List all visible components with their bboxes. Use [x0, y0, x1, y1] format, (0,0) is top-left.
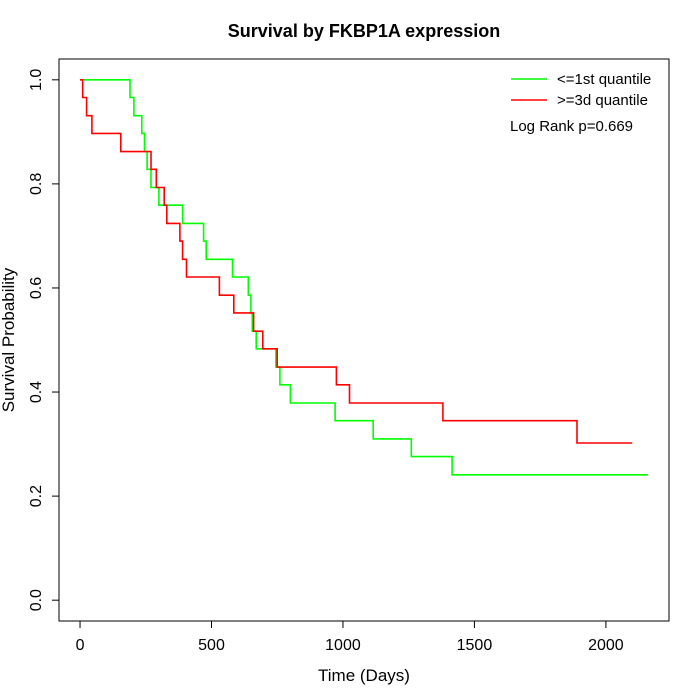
y-tick-label: 0.4 — [28, 381, 45, 403]
series-line-upper-quantile — [80, 79, 633, 444]
y-tick-label: 0.8 — [28, 173, 45, 195]
legend: <=1st quantile >=3d quantile — [511, 71, 651, 109]
y-axis: 0.0 0.2 0.4 0.6 0.8 1.0 — [28, 69, 60, 611]
log-rank-annotation: Log Rank p=0.669 — [510, 118, 633, 135]
x-tick-label: 2000 — [588, 637, 624, 654]
series-line-lower-quantile — [80, 79, 648, 476]
y-tick-label: 0.2 — [28, 485, 45, 507]
y-tick-label: 0.6 — [28, 277, 45, 299]
y-tick-label: 1.0 — [28, 69, 45, 91]
y-axis-label: Survival Probability — [0, 267, 18, 412]
x-axis: 0 500 1000 1500 2000 — [76, 620, 624, 654]
chart-title: Survival by FKBP1A expression — [228, 21, 500, 41]
x-tick-label: 1500 — [457, 637, 493, 654]
legend-label-lower-quantile: <=1st quantile — [557, 71, 651, 88]
y-tick-label: 0.0 — [28, 589, 45, 611]
plot-frame — [58, 58, 670, 622]
x-axis-label: Time (Days) — [318, 666, 410, 685]
x-tick-label: 500 — [198, 637, 225, 654]
x-tick-label: 0 — [76, 637, 85, 654]
series-layer — [80, 79, 648, 476]
x-tick-label: 1000 — [325, 637, 361, 654]
legend-label-upper-quantile: >=3d quantile — [557, 92, 648, 109]
